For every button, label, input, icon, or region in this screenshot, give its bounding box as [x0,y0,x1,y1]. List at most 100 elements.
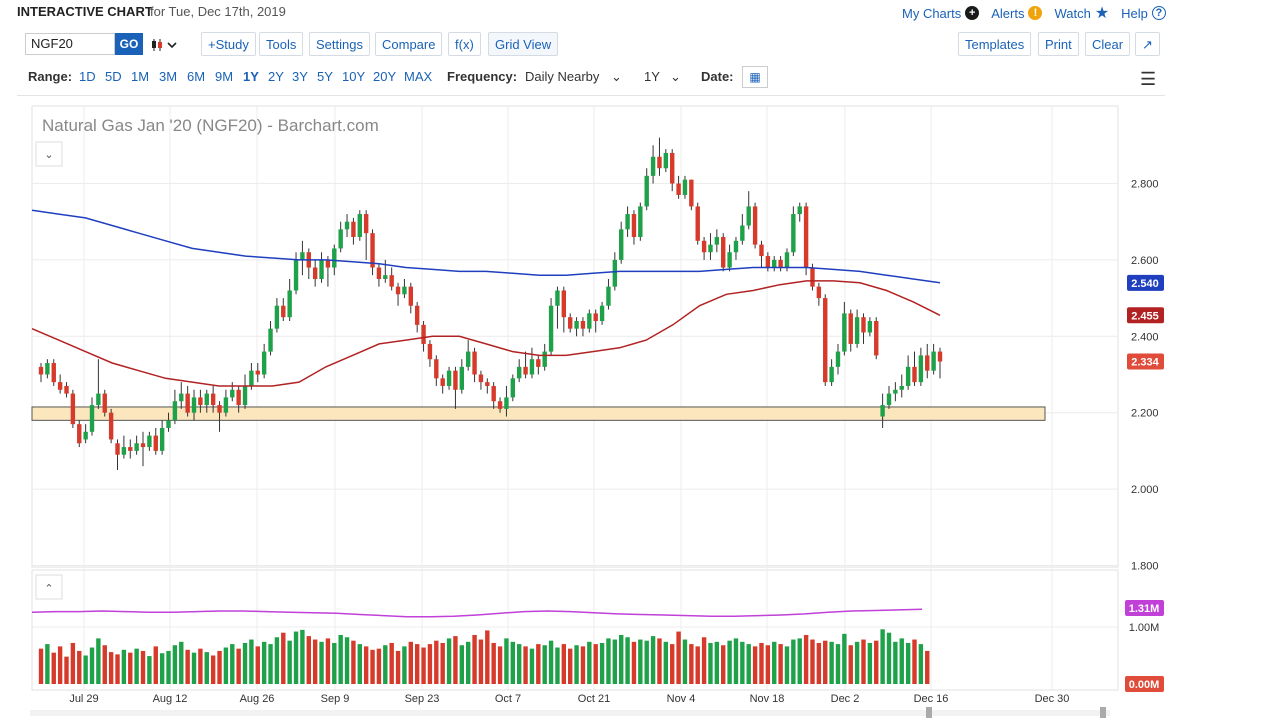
candle-body [230,389,235,398]
calendar-icon[interactable]: ▦ [742,66,768,88]
range-1m[interactable]: 1M [131,69,150,84]
candle-body [210,393,216,406]
volume-bar [402,646,407,684]
scrollbar-track[interactable] [30,710,1110,716]
my-charts-link[interactable]: My Charts + [902,6,980,21]
volume-bar [325,638,331,684]
range-1y[interactable]: 1Y [243,69,259,84]
volume-average-line [31,608,923,618]
scrollbar-handle-left[interactable] [926,707,932,718]
candle-body [516,366,522,379]
y-tick-label: 2.200 [1131,408,1159,420]
volume-bar [128,652,133,684]
chevron-down-icon[interactable]: ⌄ [670,69,681,84]
candle-body [555,290,560,306]
range-5y[interactable]: 5Y [317,69,333,84]
expand-button[interactable]: ↗ [1135,32,1160,56]
chevron-down-icon[interactable]: ⌄ [611,69,622,84]
hamburger-menu-icon[interactable]: ☰ [1140,69,1157,89]
volume-bar [791,639,796,684]
volume-bar [312,639,318,684]
support-zone [31,406,1046,421]
clear-button[interactable]: Clear [1085,32,1131,56]
range-3y[interactable]: 3Y [292,69,308,84]
volume-bar [510,641,516,684]
volume-bar [701,637,707,684]
candle-body [880,405,885,417]
candle-body [842,313,847,352]
range-1d[interactable]: 1D [79,69,96,84]
frequency-select[interactable]: Daily Nearby [525,69,600,84]
tools-button[interactable]: Tools [259,32,304,56]
candle-body [663,152,669,169]
volume-bar [319,641,324,684]
templates-button[interactable]: Templates [958,32,1032,56]
grid-view-button[interactable]: Grid View [488,32,559,56]
range-10y[interactable]: 10Y [342,69,366,84]
range-max[interactable]: MAX [404,69,433,84]
volume-bar [893,641,898,684]
candle-body [733,240,739,253]
chart-date: for Tue, Dec 17th, 2019 [150,4,286,19]
volume-bar [166,650,171,684]
candle-body [529,359,535,375]
chart-type-selector[interactable] [150,36,178,53]
volume-bar [51,652,56,684]
candle-body [45,363,50,375]
candle-body [293,259,299,291]
volume-collapse-button[interactable] [35,574,63,600]
help-link[interactable]: Help? [1121,6,1166,21]
candle-body [727,252,732,268]
candle-body [383,275,388,279]
candle-body [332,248,337,268]
volume-bar [332,642,337,684]
symbol-input[interactable]: NGF20 [25,33,115,55]
candle-body [854,317,860,344]
volume-bar [344,637,350,684]
volume-bar [905,642,911,684]
candle-body [619,229,624,260]
range-9m[interactable]: 9M [215,69,234,84]
fx-button[interactable]: f(x) [448,32,481,56]
study-button[interactable]: +Study [201,32,256,56]
print-button[interactable]: Print [1038,32,1079,56]
candle-body [198,397,203,406]
range-20y[interactable]: 20Y [373,69,397,84]
scrollbar-handle-right[interactable] [1100,707,1106,718]
candle-body [274,305,280,329]
candle-body [134,443,139,451]
volume-bar [663,641,669,684]
volume-bar [765,645,771,684]
frequency-label: Frequency: [447,69,518,84]
volume-bar [593,644,598,684]
volume-bar [153,646,158,684]
candle-body [115,443,120,455]
settings-button[interactable]: Settings [309,32,370,56]
volume-bar [217,650,222,684]
x-tick-label: Nov 4 [667,693,696,705]
candle-body [676,183,681,195]
go-button[interactable]: GO [115,33,143,55]
top-links: My Charts + Alerts! Watch ★ Help? [902,3,1166,23]
price-badge-label: 2.540 [1131,278,1159,290]
collapse-button[interactable] [35,141,63,167]
candle-body [612,259,618,287]
volume-tick-label: 1.00M [1129,622,1160,634]
range-3m[interactable]: 3M [159,69,178,84]
candle-body [835,351,841,367]
candle-body [695,206,700,241]
x-tick-label: Sep 23 [405,693,440,705]
volume-bar [689,644,694,684]
period-select[interactable]: 1Y [644,69,660,84]
candle-body [179,393,184,402]
volume-bar [370,649,375,684]
alerts-link[interactable]: Alerts! [991,6,1043,21]
compare-button[interactable]: Compare [375,32,443,56]
range-2y[interactable]: 2Y [268,69,284,84]
range-6m[interactable]: 6M [187,69,206,84]
range-5d[interactable]: 5D [105,69,122,84]
volume-bar [159,653,165,684]
volume-bar [721,645,726,684]
volume-bar [383,645,388,684]
watch-link[interactable]: Watch ★ [1054,5,1110,22]
